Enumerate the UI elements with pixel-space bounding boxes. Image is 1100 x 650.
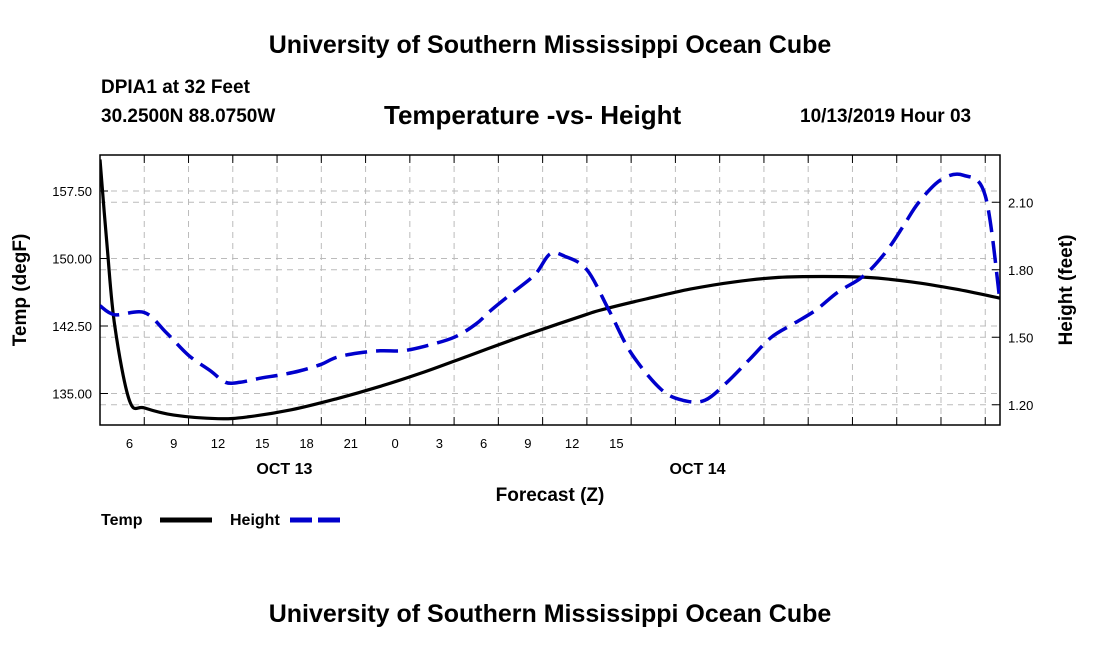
coordinates-label: 30.2500N 88.0750W [101,106,276,127]
x-date-label: OCT 13 [256,461,312,478]
y-axis-title-left: Temp (degF) [10,234,31,347]
y-tick-label-right: 1.80 [1008,263,1033,278]
x-tick-label: 3 [436,436,443,451]
y-tick-label-left: 150.00 [52,252,92,267]
x-tick-label: 21 [344,436,358,451]
series-line-temp [100,159,1000,421]
y-tick-label-left: 135.00 [52,387,92,402]
series-line-height [100,172,1000,404]
y-tick-label-left: 157.50 [52,184,92,199]
forecast-datetime: 10/13/2019 Hour 03 [800,106,972,127]
x-tick-label: 12 [211,436,225,451]
legend-label-height: Height [230,512,280,529]
station-label: DPIA1 at 32 Feet [101,77,250,98]
y-axis-title-right: Height (feet) [1056,235,1077,346]
x-tick-label: 18 [299,436,313,451]
y-tick-label-right: 1.20 [1008,398,1033,413]
chart-title: Temperature -vs- Height [384,100,682,130]
x-date-label: OCT 14 [670,461,726,478]
page-header-title: University of Southern Mississippi Ocean… [268,31,832,59]
legend-label-temp: Temp [101,512,143,529]
page-footer-title: University of Southern Mississippi Ocean… [268,600,832,628]
y-tick-label-right: 2.10 [1008,195,1033,210]
x-axis-title: Forecast (Z) [496,485,605,506]
x-tick-label: 6 [480,436,487,451]
y-tick-label-right: 1.50 [1008,330,1033,345]
x-tick-label: 0 [391,436,398,451]
x-tick-label: 9 [524,436,531,451]
x-tick-label: 12 [565,436,579,451]
x-tick-label: 6 [126,436,133,451]
y-tick-label-left: 142.50 [52,319,92,334]
x-tick-label: 15 [609,436,623,451]
x-tick-label: 15 [255,436,269,451]
x-tick-label: 9 [170,436,177,451]
